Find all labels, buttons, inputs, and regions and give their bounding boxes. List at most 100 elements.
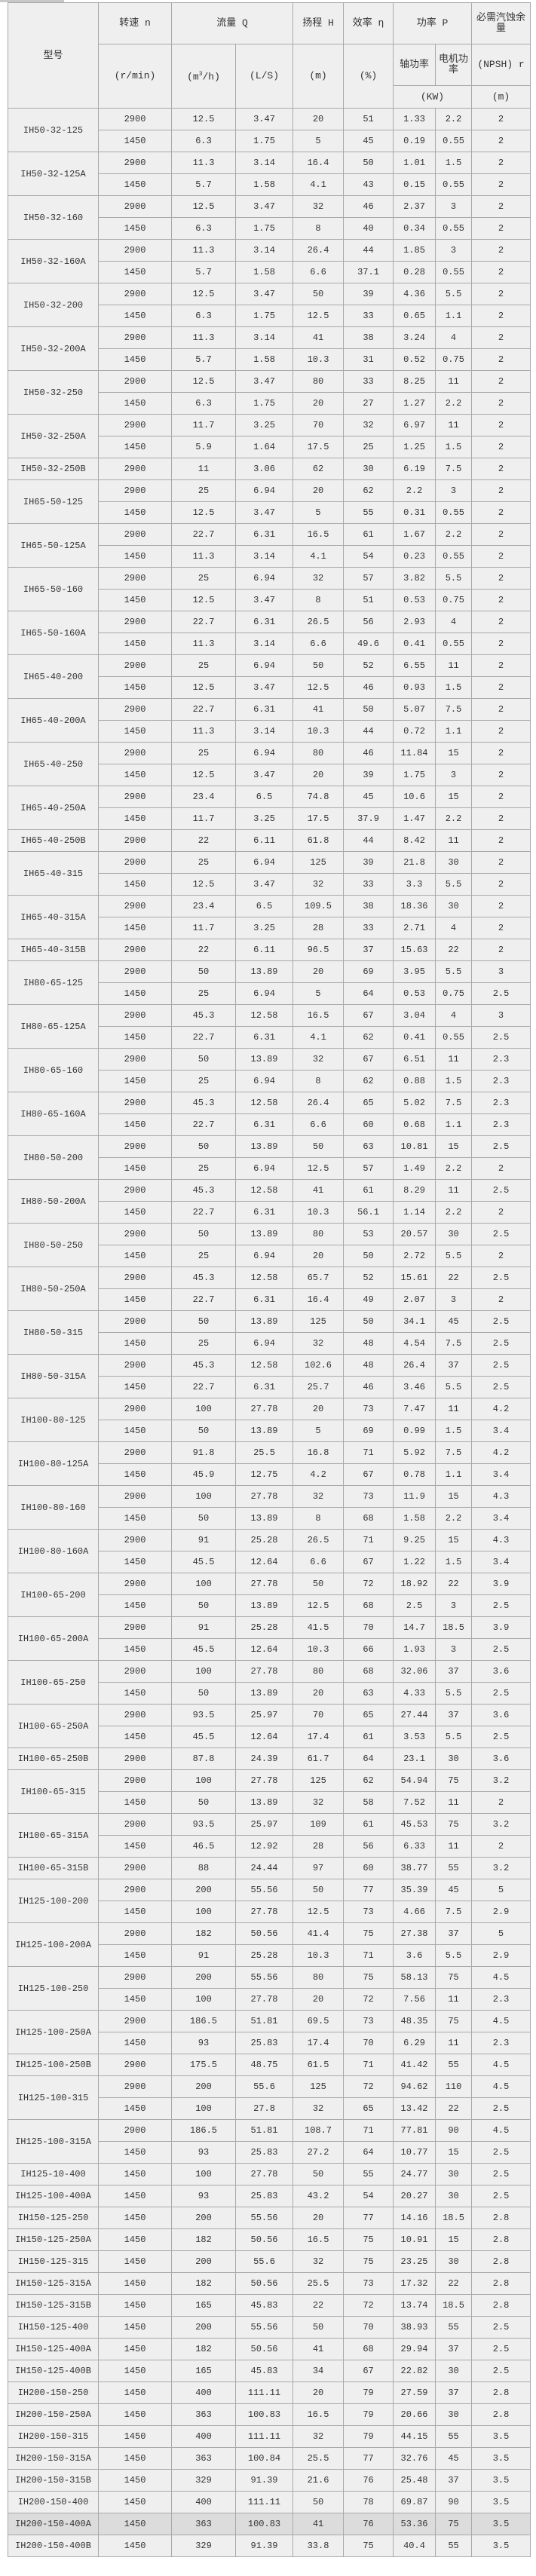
flow-m3h-cell: 11.3 xyxy=(171,152,236,174)
npsh-cell: 2 xyxy=(471,1201,531,1224)
model-cell: IH65-50-125A xyxy=(8,523,99,568)
npsh-cell: 2 xyxy=(471,676,531,699)
table-row: 1450 22.7 6.31 6.6 60 0.68 1.1 2.3 xyxy=(8,1113,531,1136)
flow-ls-cell: 25.97 xyxy=(234,1813,294,1836)
efficiency-cell: 70 xyxy=(343,2032,394,2054)
shaft-power-cell: 25.48 xyxy=(393,2469,436,2492)
shaft-power-cell: 27.44 xyxy=(393,1704,436,1726)
model-cell: IH80-50-315A xyxy=(8,1354,99,1398)
flow-ls-cell: 1.75 xyxy=(234,392,294,415)
model-cell: IH150-125-250 xyxy=(8,2207,99,2229)
efficiency-cell: 62 xyxy=(343,1769,394,1792)
model-cell: IH125-100-250 xyxy=(8,1966,99,2011)
motor-power-cell: 11 xyxy=(435,370,473,393)
speed-cell: 1450 xyxy=(98,217,172,240)
efficiency-cell: 65 xyxy=(343,2097,394,2120)
model-cell: IH150-125-315 xyxy=(8,2250,99,2273)
motor-power-cell: 55 xyxy=(435,1857,473,1879)
shaft-power-cell: 3.46 xyxy=(393,1376,436,1398)
speed-cell: 1450 xyxy=(98,2316,172,2339)
npsh-cell: 2.5 xyxy=(471,1332,531,1355)
model-cell: IH150-125-400A xyxy=(8,2338,99,2360)
table-row: IH65-40-315A 2900 23.4 6.5 109.5 38 18.36 30 2 xyxy=(8,895,531,939)
efficiency-cell: 38 xyxy=(343,326,394,349)
npsh-cell: 3.4 xyxy=(471,1420,531,1442)
npsh-cell: 2.5 xyxy=(471,982,531,1005)
speed-cell: 1450 xyxy=(98,1376,172,1398)
shaft-power-cell: 32.06 xyxy=(393,1660,436,1683)
head-cell: 4.1 xyxy=(293,1026,345,1049)
speed-cell: 2900 xyxy=(98,939,172,961)
head-cell: 125 xyxy=(293,2075,345,2098)
flow-m3h-cell: 12.5 xyxy=(171,501,236,524)
table-row: 1450 25 6.94 5 64 0.53 0.75 2.5 xyxy=(8,982,531,1005)
shaft-power-cell: 6.19 xyxy=(393,458,436,480)
npsh-cell: 2 xyxy=(471,479,531,502)
flow-m3h-cell: 100 xyxy=(171,1769,236,1792)
npsh-cell: 4.3 xyxy=(471,1485,531,1508)
npsh-cell: 2 xyxy=(471,742,531,764)
flow-ls-cell: 13.89 xyxy=(234,1310,294,1333)
speed-cell: 1450 xyxy=(98,2469,172,2492)
motor-power-cell: 45 xyxy=(435,2447,473,2470)
speed-cell: 1450 xyxy=(98,2360,172,2382)
shaft-power-cell: 1.75 xyxy=(393,764,436,786)
efficiency-cell: 77 xyxy=(343,2447,394,2470)
table-row: IH50-32-160A 2900 11.3 3.14 26.4 44 1.85 3 2 xyxy=(8,239,531,283)
flow-ls-cell: 25.83 xyxy=(234,2032,294,2054)
head-cell: 34 xyxy=(293,2360,345,2382)
flow-ls-cell: 25.83 xyxy=(234,2141,294,2164)
npsh-cell: 3.2 xyxy=(471,1769,531,1792)
head-cell: 32 xyxy=(293,1485,345,1508)
table-row: 1450 50 13.89 32 58 7.52 11 2 xyxy=(8,1791,531,1814)
flow-m3h-cell: 91 xyxy=(171,1944,236,1967)
shaft-power-cell: 6.55 xyxy=(393,654,436,677)
shaft-power-cell: 54.94 xyxy=(393,1769,436,1792)
speed-cell: 2900 xyxy=(98,1660,172,1683)
head-cell: 108.7 xyxy=(293,2119,345,2142)
shaft-power-cell: 1.47 xyxy=(393,807,436,830)
flow-ls-cell: 55.56 xyxy=(234,2207,294,2229)
head-cell: 50 xyxy=(293,2163,345,2185)
flow-m3h-cell: 50 xyxy=(171,1507,236,1530)
model-cell: IH50-32-200 xyxy=(8,283,99,327)
flow-m3h-cell: 329 xyxy=(171,2535,236,2557)
flow-ls-cell: 6.94 xyxy=(234,1157,294,1180)
speed-cell: 1450 xyxy=(98,305,172,327)
efficiency-cell: 55 xyxy=(343,501,394,524)
motor-power-cell: 55 xyxy=(435,2316,473,2339)
shaft-power-cell: 0.41 xyxy=(393,1026,436,1049)
speed-cell: 2900 xyxy=(98,1485,172,1508)
speed-cell: 1450 xyxy=(98,1988,172,2011)
table-row: IH65-50-125 2900 25 6.94 20 62 2.2 3 2 xyxy=(8,479,531,524)
npsh-cell: 2.5 xyxy=(471,2163,531,2185)
npsh-cell: 3.9 xyxy=(471,1573,531,1595)
flow-ls-cell: 3.47 xyxy=(234,108,294,130)
shaft-power-cell: 2.37 xyxy=(393,195,436,218)
header-speed: 转速 n xyxy=(98,2,172,44)
flow-m3h-cell: 91 xyxy=(171,1529,236,1551)
flow-m3h-cell: 100 xyxy=(171,1485,236,1508)
flow-ls-cell: 1.75 xyxy=(234,130,294,152)
table-row: IH80-50-315A 2900 45.3 12.58 102.6 48 26.4 37 2.… xyxy=(8,1354,531,1398)
model-cell: IH100-65-315B xyxy=(8,1857,99,1879)
model-cell: IH100-65-315A xyxy=(8,1813,99,1858)
table-row: IH100-65-250B 2900 87.8 24.39 61.7 64 23.1 30 3.… xyxy=(8,1747,531,1770)
shaft-power-cell: 2.93 xyxy=(393,611,436,633)
motor-power-cell: 4 xyxy=(435,917,473,939)
shaft-power-cell: 8.29 xyxy=(393,1179,436,1202)
shaft-power-cell: 2.2 xyxy=(393,479,436,502)
shaft-power-cell: 1.14 xyxy=(393,1201,436,1224)
motor-power-cell: 37 xyxy=(435,2469,473,2492)
speed-cell: 1450 xyxy=(98,2403,172,2426)
head-cell: 20 xyxy=(293,1398,345,1420)
head-cell: 10.3 xyxy=(293,1638,345,1661)
model-cell: IH150-125-315B xyxy=(8,2294,99,2317)
table-row: IH125-100-315 2900 200 55.6 125 72 94.62 110 4.5 xyxy=(8,2075,531,2120)
shaft-power-cell: 10.6 xyxy=(393,786,436,808)
table-row: IH65-40-200A 2900 22.7 6.31 41 50 5.07 7.5 2 xyxy=(8,698,531,743)
head-cell: 41.5 xyxy=(293,1616,345,1639)
flow-ls-cell: 6.94 xyxy=(234,1332,294,1355)
npsh-cell: 4.3 xyxy=(471,1529,531,1551)
flow-ls-cell: 27.78 xyxy=(234,2163,294,2185)
